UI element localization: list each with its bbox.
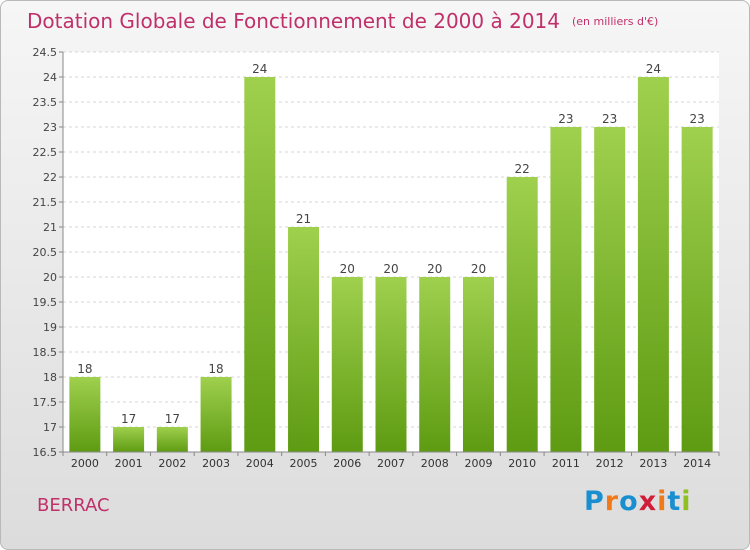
logo-letter: i — [657, 486, 668, 517]
data-label: 23 — [558, 112, 573, 126]
chart-title: Dotation Globale de Fonctionnement de 20… — [27, 9, 658, 33]
x-tick-label: 2010 — [508, 457, 536, 470]
proxiti-logo[interactable]: Proxiti — [584, 488, 692, 515]
data-label: 22 — [515, 162, 530, 176]
bar-2003 — [200, 377, 232, 452]
x-tick-label: 2007 — [377, 457, 405, 470]
x-tick-label: 2011 — [552, 457, 580, 470]
x-tick-label: 2008 — [421, 457, 449, 470]
data-label: 18 — [77, 362, 92, 376]
y-tick-label: 16.5 — [33, 446, 58, 459]
y-tick-label: 22 — [43, 171, 57, 184]
y-tick-label: 18 — [43, 371, 57, 384]
y-tick-label: 17.5 — [33, 396, 58, 409]
bar-2009 — [462, 277, 494, 452]
data-label: 20 — [383, 262, 398, 276]
x-tick-label: 2013 — [639, 457, 667, 470]
y-tick-label: 20 — [43, 271, 57, 284]
bar-2006 — [331, 277, 363, 452]
data-label: 18 — [208, 362, 223, 376]
x-tick-label: 2005 — [290, 457, 318, 470]
y-tick-label: 24.5 — [33, 46, 58, 59]
logo-letter: o — [619, 486, 639, 517]
logo-letter: r — [604, 486, 620, 517]
data-label: 20 — [340, 262, 355, 276]
chart-title-text: Dotation Globale de Fonctionnement de 20… — [27, 9, 560, 33]
logo-letter: P — [584, 486, 605, 517]
x-tick-label: 2006 — [333, 457, 361, 470]
logo-letter: i — [681, 486, 692, 517]
y-tick-label: 20.5 — [33, 246, 58, 259]
y-tick-label: 19.5 — [33, 296, 58, 309]
bar-2008 — [419, 277, 451, 452]
bar-2013 — [637, 77, 669, 452]
bar-2005 — [288, 227, 320, 452]
x-tick-label: 2000 — [71, 457, 99, 470]
x-tick-label: 2001 — [115, 457, 143, 470]
data-label: 20 — [471, 262, 486, 276]
bar-2010 — [506, 177, 538, 452]
data-label: 24 — [252, 62, 267, 76]
y-tick-label: 21 — [43, 221, 57, 234]
bar-2011 — [550, 127, 582, 452]
y-tick-label: 21.5 — [33, 196, 58, 209]
bar-2002 — [156, 427, 188, 452]
y-tick-label: 23.5 — [33, 96, 58, 109]
data-label: 17 — [121, 412, 136, 426]
x-tick-label: 2009 — [464, 457, 492, 470]
data-label: 23 — [602, 112, 617, 126]
bar-2014 — [681, 127, 713, 452]
x-tick-label: 2002 — [158, 457, 186, 470]
y-tick-label: 17 — [43, 421, 57, 434]
bar-2004 — [244, 77, 276, 452]
y-tick-label: 24 — [43, 71, 57, 84]
y-tick-label: 23 — [43, 121, 57, 134]
x-tick-label: 2012 — [596, 457, 624, 470]
y-tick-label: 18.5 — [33, 346, 58, 359]
data-label: 17 — [165, 412, 180, 426]
data-label: 24 — [646, 62, 661, 76]
bar-2012 — [594, 127, 626, 452]
data-label: 20 — [427, 262, 442, 276]
logo-letter: x — [638, 486, 658, 517]
x-tick-label: 2003 — [202, 457, 230, 470]
y-tick-label: 22.5 — [33, 146, 58, 159]
bar-2000 — [69, 377, 101, 452]
bar-2001 — [113, 427, 145, 452]
commune-name: BERRAC — [37, 495, 110, 516]
bar-2007 — [375, 277, 407, 452]
chart-unit: (en milliers d'€) — [572, 15, 659, 28]
data-label: 23 — [689, 112, 704, 126]
logo-letter: t — [667, 486, 682, 517]
x-tick-label: 2004 — [246, 457, 274, 470]
x-tick-label: 2014 — [683, 457, 711, 470]
data-label: 21 — [296, 212, 311, 226]
y-tick-label: 19 — [43, 321, 57, 334]
